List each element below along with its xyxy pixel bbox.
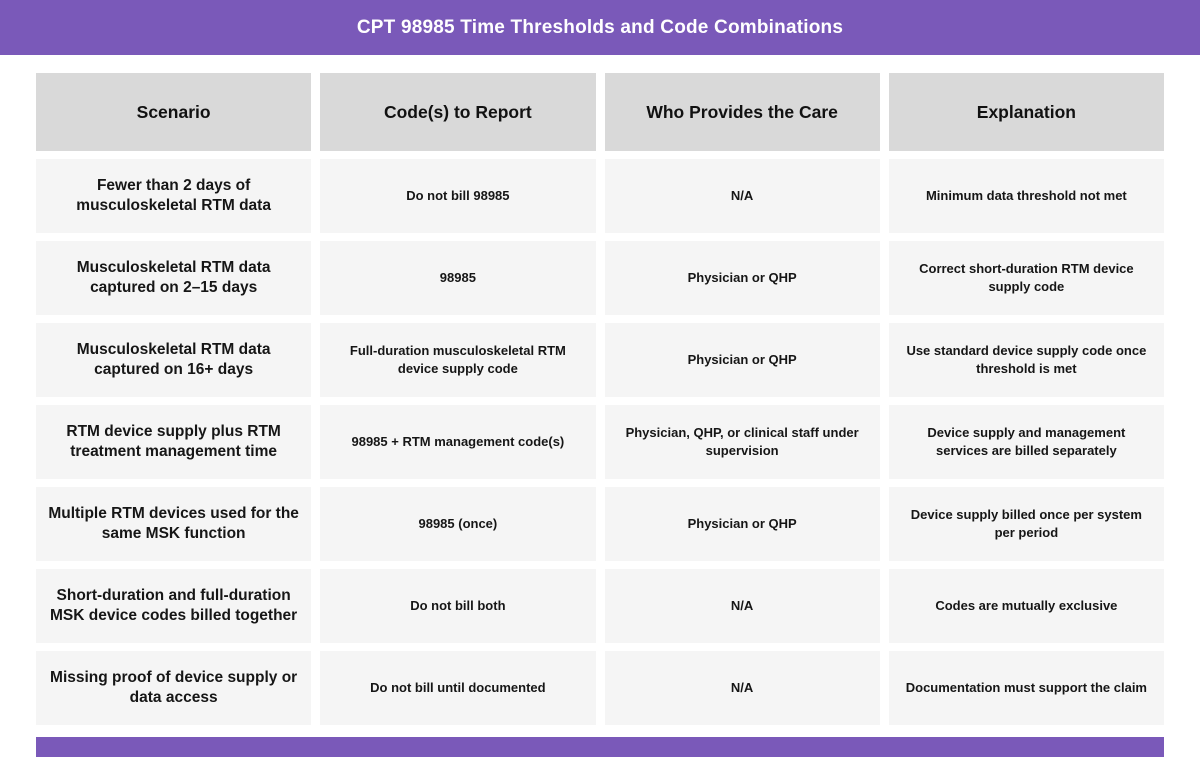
table-cell-row3-codes: Full-duration musculoskeletal RTM device…	[320, 323, 596, 397]
cell-text: Device supply and management services ar…	[927, 425, 1126, 458]
cell-text: Physician, QHP, or clinical staff under …	[625, 425, 859, 458]
table-cell-row1-codes: Do not bill 98985	[320, 159, 596, 233]
cell-text: 98985	[439, 270, 476, 286]
table-cell-row6-explanation: Codes are mutually exclusive	[888, 569, 1164, 643]
table-cell-row3-explanation: Use standard device supply code once thr…	[888, 323, 1164, 397]
cell-text: Explanation	[976, 101, 1076, 122]
table-cell-row2-explanation: Correct short-duration RTM device supply…	[888, 241, 1164, 315]
table-cell-row4-explanation: Device supply and management services ar…	[888, 405, 1164, 479]
cell-text: Do not bill until documented	[370, 680, 546, 696]
column-header-provider: Who Provides the Care	[604, 73, 880, 151]
table-cell-row7-scenario: Missing proof of device supply or data a…	[36, 651, 312, 725]
table-cell-row6-scenario: Short-duration and full-duration MSK dev…	[36, 569, 312, 643]
table-cell-row3-provider: Physician or QHP	[604, 323, 880, 397]
table-cell-row1-explanation: Minimum data threshold not met	[888, 159, 1164, 233]
cell-text: N/A	[730, 680, 754, 696]
cell-text: Fewer than 2 days of musculoskeletal RTM…	[76, 176, 271, 214]
cell-text: Correct short-duration RTM device supply…	[919, 261, 1134, 294]
cell-text: 98985 + RTM management code(s)	[351, 434, 565, 450]
cell-text: Code(s) to Report	[383, 101, 532, 122]
cell-text: Multiple RTM devices used for the same M…	[48, 504, 299, 542]
column-header-explanation: Explanation	[888, 73, 1164, 151]
column-header-scenario: Scenario	[36, 73, 312, 151]
table-cell-row1-provider: N/A	[604, 159, 880, 233]
cell-text: Who Provides the Care	[646, 101, 838, 122]
column-header-codes: Code(s) to Report	[320, 73, 596, 151]
cell-text: Physician or QHP	[687, 516, 797, 532]
table-cell-row4-provider: Physician, QHP, or clinical staff under …	[604, 405, 880, 479]
table-cell-row5-provider: Physician or QHP	[604, 487, 880, 561]
table-cell-row7-codes: Do not bill until documented	[320, 651, 596, 725]
cpt-98985-table: Scenario Code(s) to Report Who Provides th…	[36, 73, 1164, 725]
cell-text: RTM device supply plus RTM treatment man…	[66, 422, 281, 460]
table-cell-row1-scenario: Fewer than 2 days of musculoskeletal RTM…	[36, 159, 312, 233]
table-cell-row4-scenario: RTM device supply plus RTM treatment man…	[36, 405, 312, 479]
table-cell-row2-scenario: Musculoskeletal RTM data captured on 2–1…	[36, 241, 312, 315]
cell-text: 98985 (once)	[418, 516, 498, 532]
table-cell-row2-codes: 98985	[320, 241, 596, 315]
title-bar: CPT 98985 Time Thresholds and Code Combi…	[0, 0, 1200, 55]
table-cell-row5-scenario: Multiple RTM devices used for the same M…	[36, 487, 312, 561]
table-cell-row6-codes: Do not bill both	[320, 569, 596, 643]
table-cell-row3-scenario: Musculoskeletal RTM data captured on 16+…	[36, 323, 312, 397]
table-cell-row2-provider: Physician or QHP	[604, 241, 880, 315]
cell-text: Use standard device supply code once thr…	[906, 343, 1147, 376]
cell-text: Device supply billed once per system per…	[910, 507, 1142, 540]
cell-text: Codes are mutually exclusive	[935, 598, 1118, 614]
table-cell-row6-provider: N/A	[604, 569, 880, 643]
cell-text: Full-duration musculoskeletal RTM device…	[349, 343, 566, 376]
cell-text: Do not bill 98985	[406, 188, 510, 204]
table-cell-row7-provider: N/A	[604, 651, 880, 725]
cell-text: Missing proof of device supply or data a…	[50, 668, 298, 706]
table-cell-row5-codes: 98985 (once)	[320, 487, 596, 561]
footer-bar	[36, 737, 1164, 757]
table-cell-row5-explanation: Device supply billed once per system per…	[888, 487, 1164, 561]
cell-text: Musculoskeletal RTM data captured on 16+…	[76, 340, 271, 378]
table-cell-row4-codes: 98985 + RTM management code(s)	[320, 405, 596, 479]
cell-text: Do not bill both	[410, 598, 506, 614]
cell-text: Short-duration and full-duration MSK dev…	[50, 586, 298, 624]
cell-text: Scenario	[136, 101, 211, 122]
cell-text: N/A	[730, 598, 754, 614]
cell-text: Physician or QHP	[687, 352, 797, 368]
table-cell-row7-explanation: Documentation must support the claim	[888, 651, 1164, 725]
page-title: CPT 98985 Time Thresholds and Code Combi…	[356, 16, 844, 38]
cell-text: Physician or QHP	[687, 270, 797, 286]
cell-text: Musculoskeletal RTM data captured on 2–1…	[76, 258, 271, 296]
cell-text: Minimum data threshold not met	[925, 188, 1127, 204]
cell-text: N/A	[730, 188, 754, 204]
cell-text: Documentation must support the claim	[905, 680, 1147, 696]
